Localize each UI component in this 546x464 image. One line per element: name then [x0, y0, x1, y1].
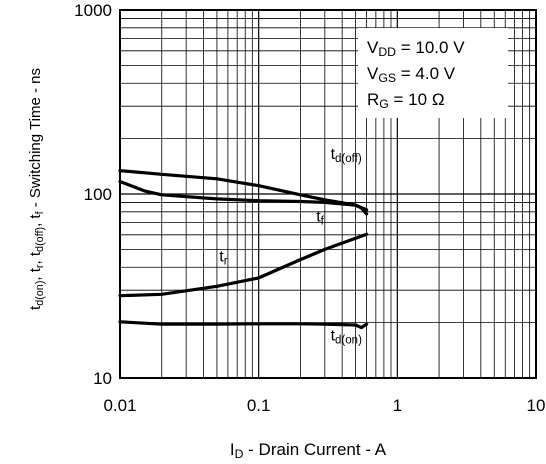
condition-text: VDD = 10.0 V — [367, 38, 465, 59]
series-label-tdoff: td(off) — [331, 146, 362, 165]
y-tick-label: 100 — [84, 185, 112, 204]
plot-frame — [119, 9, 537, 379]
x-axis-label: ID - Drain Current - A — [230, 440, 387, 461]
series-line-tr — [118, 232, 369, 298]
condition-text: VGS = 4.0 V — [367, 64, 456, 85]
series-labels: td(off) tf tr td(on) — [219, 146, 362, 346]
x-tick-label: 0.1 — [247, 396, 271, 415]
tick-labels: 0.01 0.1 1 10 10 100 1000 — [74, 1, 545, 415]
x-tick-label: 1 — [393, 396, 402, 415]
x-tick-label: 0.01 — [103, 396, 136, 415]
series-line-tf — [118, 179, 369, 216]
series-label-tr: tr — [219, 248, 227, 267]
series-line-tdon — [118, 320, 369, 330]
y-tick-label: 10 — [93, 369, 112, 388]
y-tick-label: 1000 — [74, 1, 112, 20]
y-axis-label: td(on), tr, td(off), tf - Switching Time… — [27, 68, 46, 310]
conditions-box-bg — [358, 28, 508, 118]
series-layer — [118, 169, 369, 330]
conditions-box: VDD = 10.0 V VGS = 4.0 V RG = 10 Ω — [358, 28, 508, 118]
x-tick-label: 10 — [527, 396, 546, 415]
series-label-tf: tf — [316, 208, 324, 227]
condition-text: RG = 10 Ω — [367, 90, 445, 111]
axis-labels: ID - Drain Current - A td(on), tr, td(off… — [27, 68, 387, 461]
series-label-tdon: td(on) — [331, 327, 363, 346]
